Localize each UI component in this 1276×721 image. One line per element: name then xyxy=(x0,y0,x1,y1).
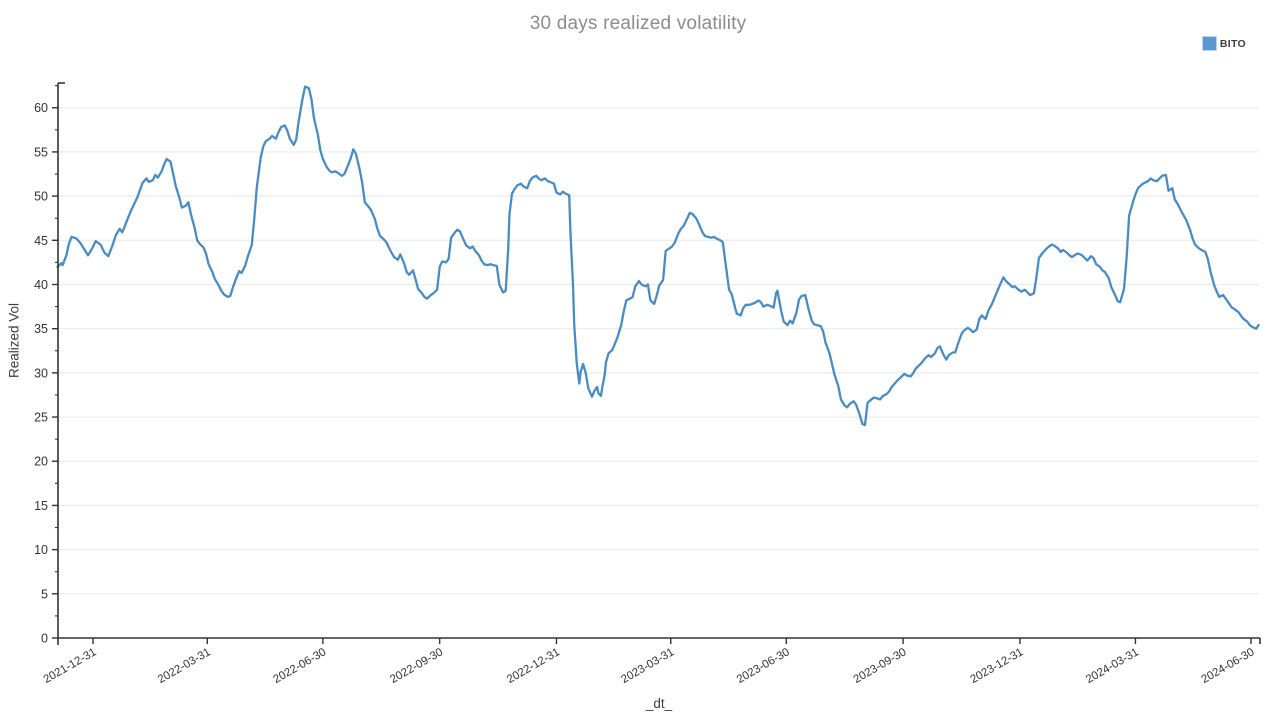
x-axis-ticks: 2021-12-31 2022-03-31 2022-06-30 2022-09-30… xyxy=(42,638,1257,686)
x-tick-label: 2024-06-30 xyxy=(1200,646,1257,686)
y-tick-label: 50 xyxy=(34,190,48,204)
x-tick-label: 2023-06-30 xyxy=(735,646,792,686)
y-tick-label: 0 xyxy=(41,632,48,646)
y-tick-label: 10 xyxy=(34,543,48,557)
series-line-bito xyxy=(56,85,1260,427)
y-tick-label: 55 xyxy=(34,145,48,159)
x-tick-label: 2022-09-30 xyxy=(388,646,445,686)
y-tick-label: 60 xyxy=(34,101,48,115)
y-tick-label: 45 xyxy=(34,234,48,248)
y-gridlines xyxy=(58,107,1259,595)
y-tick-label: 30 xyxy=(34,366,48,380)
y-tick-label: 5 xyxy=(41,587,48,601)
legend-label: BITO xyxy=(1219,37,1246,50)
y-tick-label: 40 xyxy=(34,278,48,292)
x-tick-label: 2022-12-31 xyxy=(505,646,562,686)
x-tick-label: 2023-09-30 xyxy=(852,646,909,686)
y-tick-label: 15 xyxy=(34,499,48,513)
x-tick-label: 2021-12-31 xyxy=(42,646,99,686)
x-tick-label: 2022-03-31 xyxy=(156,646,213,686)
series xyxy=(56,85,1260,427)
x-tick-label: 2024-03-31 xyxy=(1084,646,1141,686)
y-axis-ticks: 0 5 10 15 20 25 30 35 40 45 50 55 60 xyxy=(34,85,58,646)
x-axis-title: _dt_ xyxy=(645,696,673,711)
legend-swatch-icon xyxy=(1201,36,1217,51)
legend-item-bito[interactable]: BITO xyxy=(1201,36,1246,51)
y-tick-label: 20 xyxy=(34,455,48,469)
x-tick-label: 2022-06-30 xyxy=(271,646,328,686)
x-tick-label: 2023-03-31 xyxy=(619,646,676,686)
chart-title: 30 days realized volatility xyxy=(529,13,747,34)
axes xyxy=(57,82,1261,645)
y-tick-label: 35 xyxy=(34,322,48,336)
y-tick-label: 25 xyxy=(34,411,48,425)
y-axis-title: Realized Vol xyxy=(6,302,22,379)
x-tick-label: 2023-12-31 xyxy=(968,646,1025,686)
